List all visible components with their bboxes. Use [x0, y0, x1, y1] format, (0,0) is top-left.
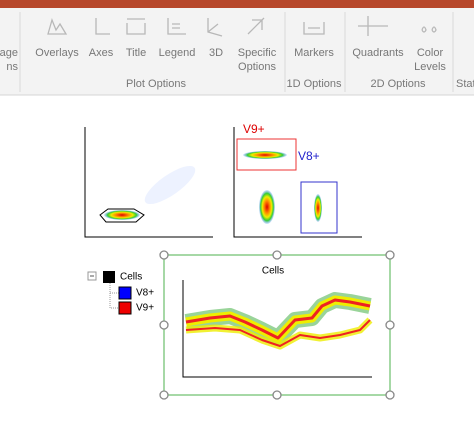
density	[104, 210, 140, 220]
scatter-cloud	[144, 165, 196, 205]
handles	[159, 250, 395, 400]
swatch	[118, 286, 132, 300]
gate	[99, 208, 145, 223]
button-label[interactable]: Options	[238, 61, 276, 73]
density	[243, 151, 287, 159]
handle[interactable]	[385, 390, 395, 400]
handle[interactable]	[159, 320, 169, 330]
icon-overlays	[47, 17, 68, 35]
button-label[interactable]: 3D	[209, 47, 223, 59]
icon-quadrants	[358, 16, 388, 36]
icon-markers	[303, 22, 325, 35]
plot-axes	[233, 127, 362, 238]
icon-title	[126, 18, 146, 35]
button-label[interactable]: Quadrants	[352, 47, 404, 59]
ribbon-labels: Plot Options Overlays Axes Title Legend 3D Spe…	[0, 47, 474, 90]
icon-color-levels	[421, 26, 437, 33]
gate-v9	[236, 138, 297, 171]
gate-v8	[300, 181, 338, 234]
ribbon	[0, 8, 474, 95]
icon-legend	[167, 18, 186, 35]
icon-axes	[95, 18, 110, 35]
legend-label: V8+	[136, 288, 154, 299]
button-label[interactable]: Specific	[238, 47, 277, 59]
button-label[interactable]: ns	[6, 61, 18, 73]
gate-label: V9+	[243, 122, 265, 136]
density	[314, 194, 322, 222]
handle[interactable]	[159, 390, 169, 400]
handle[interactable]	[385, 320, 395, 330]
trace	[185, 298, 371, 340]
title-bar	[0, 0, 474, 8]
tree-lines	[109, 283, 119, 309]
handle[interactable]	[159, 250, 169, 260]
button-label[interactable]: age	[0, 47, 18, 59]
swatch	[118, 301, 132, 315]
swatch	[103, 271, 115, 283]
button-label[interactable]: Title	[126, 47, 146, 59]
trace	[185, 319, 371, 347]
button-label[interactable]: Markers	[294, 47, 334, 59]
plot-axes	[84, 127, 213, 238]
icon-specific	[247, 17, 265, 35]
button-label[interactable]: Axes	[89, 47, 114, 59]
handle[interactable]	[272, 250, 282, 260]
group-label: Plot Options	[126, 78, 186, 90]
overlay-traces	[184, 292, 373, 350]
button-label[interactable]: Legend	[159, 47, 196, 59]
gate-label: V8+	[298, 149, 320, 163]
legend-label: Cells	[120, 272, 142, 283]
density	[259, 190, 275, 224]
icon-3d	[207, 18, 223, 37]
separators	[19, 12, 454, 92]
legend-label: V9+	[136, 303, 154, 314]
button-label[interactable]: Color	[417, 47, 444, 59]
plot-axes	[182, 280, 372, 378]
handle[interactable]	[272, 390, 282, 400]
button-label[interactable]: Overlays	[35, 47, 79, 59]
button-label[interactable]: Levels	[414, 61, 446, 73]
icons	[47, 16, 437, 37]
plot-title: Cells	[262, 266, 284, 277]
handle[interactable]	[385, 250, 395, 260]
group-label: 2D Options	[370, 78, 426, 90]
group-label: Stat	[456, 78, 474, 90]
group-label: 1D Options	[286, 78, 342, 90]
